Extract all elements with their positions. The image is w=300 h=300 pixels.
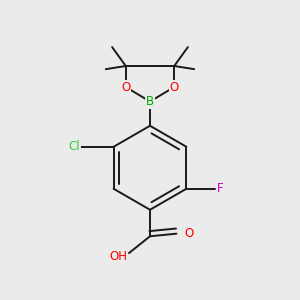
Text: B: B [146, 95, 154, 108]
Text: O: O [169, 80, 179, 94]
Text: O: O [184, 227, 194, 240]
Text: Cl: Cl [68, 140, 80, 153]
Text: F: F [217, 182, 224, 195]
Text: O: O [121, 80, 130, 94]
Text: OH: OH [110, 250, 128, 263]
